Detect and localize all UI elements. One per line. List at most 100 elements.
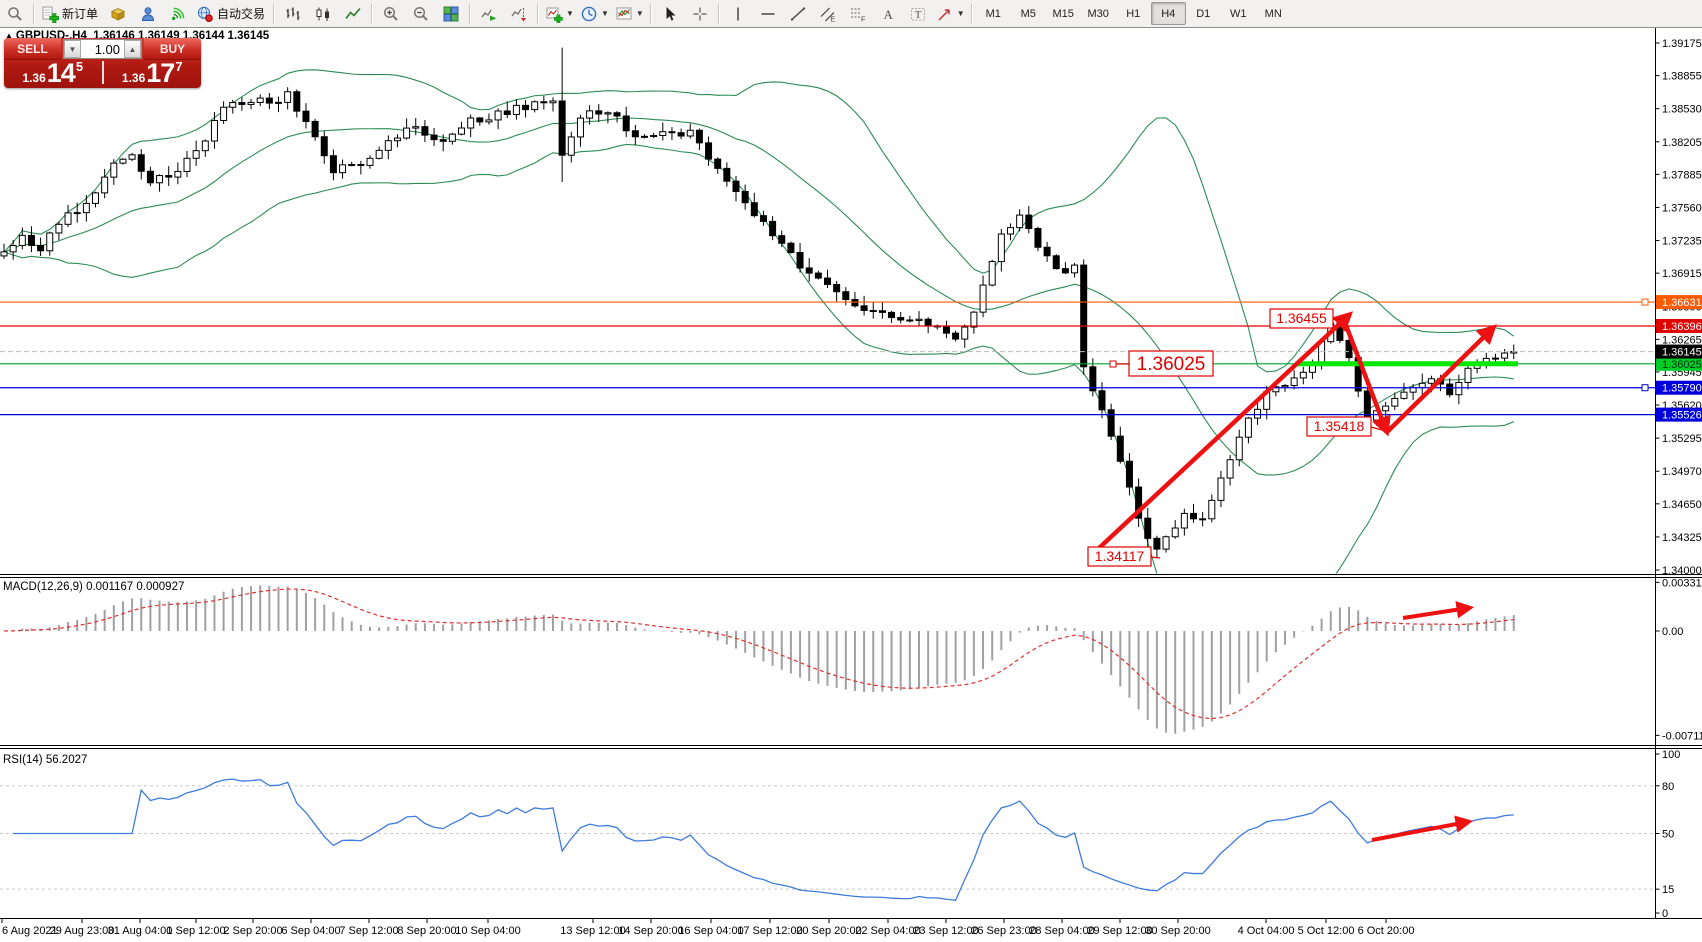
candle-body (101, 176, 109, 194)
macd-label: MACD(12,26,9) 0.001167 0.000927 (3, 581, 184, 593)
text-label-button[interactable]: T (903, 1, 933, 27)
arrows-button[interactable]: ▼ (933, 1, 968, 27)
candle-body (942, 325, 950, 334)
trend-arrows[interactable] (1096, 311, 1497, 842)
timeframe-button-d1[interactable]: D1 (1196, 7, 1211, 20)
vertical-line-button[interactable] (723, 1, 753, 27)
svg-text:4 Oct 04:00: 4 Oct 04:00 (1238, 925, 1295, 937)
candle-body (1446, 383, 1454, 396)
candle-body (595, 110, 603, 115)
annotation-box[interactable] (1087, 546, 1152, 567)
line-handle[interactable] (1641, 384, 1649, 392)
bid-price[interactable]: 1.36 14 5 (22, 58, 84, 88)
profile-button[interactable] (133, 1, 163, 27)
svg-text:7 Sep 12:00: 7 Sep 12:00 (339, 925, 398, 937)
new-order-button[interactable]: 新订单 (38, 1, 103, 27)
chart-bars-icon (286, 7, 300, 20)
timeframe-button-m1[interactable]: M1 (985, 7, 1001, 20)
chevron-down-icon[interactable]: ▼ (600, 8, 609, 18)
volume-value[interactable]: 1.00 (94, 41, 120, 57)
cube-button[interactable] (103, 1, 133, 27)
timeframe-button-h4[interactable]: H4 (1150, 2, 1186, 25)
candle-body (320, 136, 328, 157)
collapse-icon[interactable]: ▲ (5, 31, 13, 40)
signal-button[interactable] (163, 1, 193, 27)
indicators-button[interactable]: ▼ (542, 1, 577, 27)
horizontal-line-button[interactable] (753, 1, 783, 27)
svg-text:80: 80 (1662, 781, 1674, 793)
buy-button[interactable]: BUY (144, 38, 201, 60)
svg-text:31 Aug 04:00: 31 Aug 04:00 (108, 925, 173, 937)
trendline-button[interactable] (783, 1, 813, 27)
timeframe-button-m15[interactable]: M15 (1052, 7, 1074, 20)
svg-text:1.38205: 1.38205 (1662, 137, 1702, 149)
candle-body (979, 284, 987, 313)
candle-body (860, 305, 868, 311)
trend-arrow[interactable] (1341, 319, 1391, 437)
svg-text:E: E (830, 16, 835, 23)
volume-increase-button[interactable]: ▲ (124, 40, 141, 58)
svg-text:1.34970: 1.34970 (1662, 466, 1702, 478)
tile-windows-button[interactable] (436, 1, 466, 27)
equidistant-channel-button[interactable]: E (813, 1, 843, 27)
autotrade-button[interactable]: 自动交易 (193, 1, 270, 27)
trend-arrow[interactable] (1371, 815, 1474, 842)
sell-button[interactable]: SELL (4, 38, 61, 60)
candle-body (92, 192, 99, 204)
periods-button[interactable]: ▼ (577, 1, 612, 27)
fibonacci-button[interactable]: F (843, 1, 873, 27)
toolbar-separator (371, 3, 374, 24)
crosshair-button[interactable] (685, 1, 715, 27)
chevron-down-icon[interactable]: ▼ (566, 8, 574, 18)
svg-text:1.34000: 1.34000 (1662, 565, 1702, 577)
volume-stepper[interactable]: ▼ 1.00 ▲ (63, 39, 142, 59)
auto-scroll-button[interactable] (474, 1, 504, 27)
candle-body (1144, 517, 1152, 539)
periods-icon (581, 6, 597, 21)
chart-shift-button[interactable] (504, 1, 534, 27)
timeframe-button-h1[interactable]: H1 (1126, 7, 1141, 20)
line-handle[interactable] (1641, 298, 1649, 306)
toolbar-separator (537, 3, 540, 24)
timeframe-button-m5[interactable]: M5 (1020, 7, 1036, 20)
zoom-out-button[interactable] (406, 1, 436, 27)
timeframe-button-m30[interactable]: M30 (1087, 7, 1109, 20)
trend-arrow[interactable] (1384, 324, 1497, 435)
annotation-box[interactable] (1306, 416, 1372, 437)
timeframe-button-mn[interactable]: MN (1264, 7, 1282, 20)
timeframe-button-w1[interactable]: W1 (1229, 7, 1247, 20)
candle-body (439, 139, 447, 142)
trend-arrow[interactable] (1402, 601, 1475, 620)
text-button[interactable]: A (873, 1, 903, 27)
annotation-box[interactable] (1269, 308, 1334, 329)
candle-body (1427, 378, 1435, 384)
bar-chart-button[interactable] (278, 1, 308, 27)
chevron-down-icon[interactable]: ▼ (956, 8, 965, 18)
svg-text:1.36025: 1.36025 (1662, 359, 1702, 371)
candle-body (1190, 512, 1197, 520)
svg-text:29 Sep 12:00: 29 Sep 12:00 (1087, 925, 1152, 937)
trend-arrow[interactable] (1096, 311, 1354, 551)
volume-decrease-button[interactable]: ▼ (64, 40, 81, 58)
svg-text:5 Oct 12:00: 5 Oct 12:00 (1298, 925, 1355, 937)
cursor-button[interactable] (655, 1, 685, 27)
candle-body (833, 283, 841, 293)
candle-body (430, 134, 438, 141)
annotation-box[interactable] (1128, 350, 1214, 377)
candle-body (631, 130, 639, 138)
chevron-down-icon[interactable]: ▼ (635, 8, 644, 18)
ask-price[interactable]: 1.36 17 7 (121, 58, 183, 88)
candle-body (952, 332, 960, 340)
candle-body (1107, 409, 1115, 437)
svg-text:T: T (915, 9, 922, 21)
svg-text:1.35790: 1.35790 (1662, 383, 1702, 395)
candle-body (64, 212, 72, 225)
templates-button[interactable]: ▼ (612, 1, 647, 27)
candlestick-chart-button[interactable] (308, 1, 338, 27)
price-annotations[interactable]: 1.36455 1.36025 1.35418 1.34117 (1087, 308, 1383, 567)
candle-body (1016, 214, 1024, 229)
search-button[interactable] (0, 1, 30, 27)
line-chart-button[interactable] (338, 1, 368, 27)
zoom-in-button[interactable] (376, 1, 406, 27)
